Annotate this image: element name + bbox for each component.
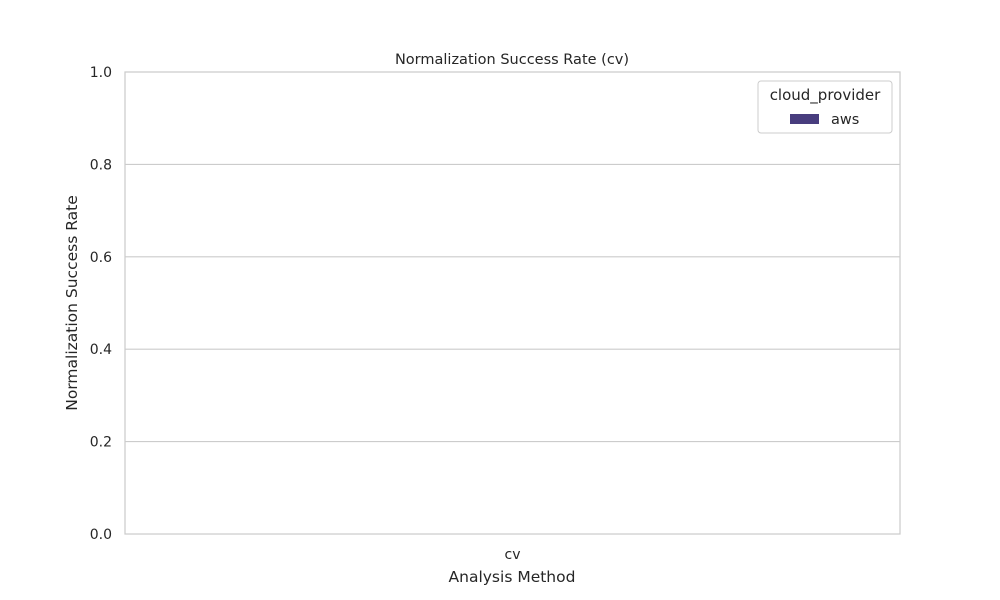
x-axis-label: Analysis Method — [449, 568, 576, 586]
legend-title: cloud_provider — [770, 86, 881, 105]
legend: cloud_provider aws — [757, 80, 893, 134]
y-tick-label: 0.8 — [90, 157, 112, 173]
y-tick-label: 0.0 — [90, 527, 112, 543]
y-gridlines — [125, 71, 900, 535]
plot-frame — [124, 71, 901, 535]
y-tick-labels: 0.0 0.2 0.4 0.6 0.8 1.0 — [90, 65, 112, 543]
x-tick-label: cv — [505, 547, 521, 563]
legend-label: aws — [831, 112, 859, 128]
chart-title: Normalization Success Rate (cv) — [395, 52, 629, 68]
y-tick-label: 0.4 — [90, 342, 112, 358]
y-tick-label: 0.2 — [90, 435, 112, 451]
legend-swatch — [790, 114, 819, 124]
y-tick-label: 0.6 — [90, 250, 112, 266]
x-tick-labels: cv — [505, 547, 521, 563]
y-axis-label: Normalization Success Rate — [63, 195, 81, 411]
y-tick-label: 1.0 — [90, 65, 112, 81]
